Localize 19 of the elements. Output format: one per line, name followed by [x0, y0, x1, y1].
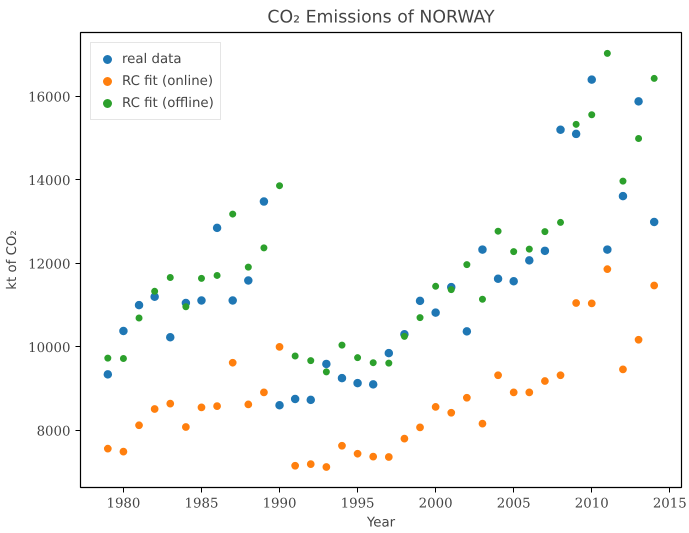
legend-label: RC fit (online) [122, 74, 214, 88]
x-tick-label: 1995 [340, 496, 375, 512]
legend-label: RC fit (offline) [122, 96, 214, 110]
x-tick-label: 1990 [262, 496, 296, 512]
x-tick-label: 2010 [574, 496, 609, 512]
x-tick-label: 2005 [496, 496, 531, 512]
x-axis-title: Year [366, 516, 396, 530]
x-tick-label: 1985 [184, 496, 218, 512]
x-tick-label: 2015 [652, 496, 687, 512]
chart-title: CO₂ Emissions of NORWAY [267, 8, 496, 28]
y-tick-label: 16000 [28, 90, 71, 106]
x-tick-label: 1980 [106, 496, 140, 512]
legend-label: real data [122, 52, 182, 66]
y-tick-label: 8000 [36, 424, 71, 440]
y-tick-label: 12000 [28, 257, 71, 272]
x-tick-label: 2000 [418, 496, 453, 512]
y-tick-label: 10000 [28, 340, 71, 356]
y-axis-title: kt of CO₂ [5, 230, 20, 290]
y-tick-label: 14000 [28, 174, 71, 189]
